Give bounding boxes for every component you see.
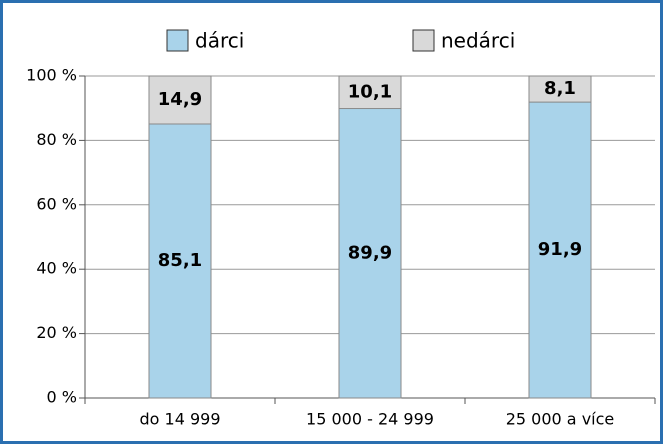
value-label: 10,1: [348, 81, 392, 102]
bar-segment: [528, 101, 592, 399]
y-tick-label: 40 %: [36, 259, 77, 278]
legend-swatch: [166, 29, 189, 52]
y-tick-label: 60 %: [36, 194, 77, 213]
bar-segment: [338, 108, 402, 399]
y-tick-label: 0 %: [47, 388, 77, 407]
x-tick-label: 15 000 - 24 999: [306, 410, 434, 429]
value-label: 91,9: [538, 239, 582, 260]
value-label: 14,9: [158, 89, 202, 110]
legend-label: nedárci: [441, 29, 515, 53]
value-label: 85,1: [158, 250, 202, 271]
x-tick-label: do 14 999: [139, 410, 220, 429]
x-tick-label: 25 000 a více: [506, 410, 615, 429]
value-label: 89,9: [348, 242, 392, 263]
bar-segment: [528, 75, 592, 103]
bar-segment: [338, 75, 402, 110]
y-tick-label: 100 %: [26, 66, 77, 85]
y-tick-label: 20 %: [36, 323, 77, 342]
legend-swatch: [412, 29, 435, 52]
value-label: 8,1: [544, 78, 576, 99]
y-tick-label: 80 %: [36, 130, 77, 149]
bar-segment: [148, 75, 212, 125]
legend-label: dárci: [195, 29, 244, 53]
